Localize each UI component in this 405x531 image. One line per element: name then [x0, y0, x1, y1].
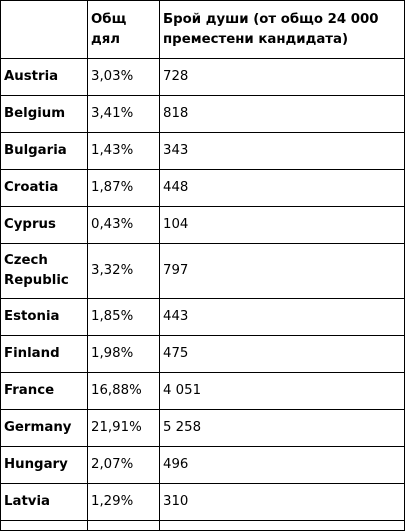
- table-row: Austria 3,03% 728: [0, 58, 405, 96]
- country-cell: Cyprus: [0, 206, 88, 244]
- header-share: Общ дял: [87, 0, 160, 59]
- country-cell: Latvia: [0, 483, 88, 521]
- country-cell: Estonia: [0, 298, 88, 336]
- country-cell: Finland: [0, 335, 88, 373]
- header-count: Брой души (от общо 24 000 преместени кан…: [159, 0, 405, 59]
- table-row: Cyprus 0,43% 104: [0, 206, 405, 244]
- count-cell: 728: [159, 58, 405, 96]
- table-row: France 16,88% 4 051: [0, 372, 405, 410]
- table-row: Hungary 2,07% 496: [0, 446, 405, 484]
- share-cell: 3,03%: [87, 58, 160, 96]
- header-country: [0, 0, 88, 59]
- count-cell: 343: [159, 132, 405, 170]
- table-row: Finland 1,98% 475: [0, 335, 405, 373]
- count-cell: 5 258: [159, 409, 405, 447]
- country-cell: Belgium: [0, 95, 88, 133]
- share-cell: 3,32%: [87, 243, 160, 299]
- share-cell: 1,98%: [87, 335, 160, 373]
- count-cell: 475: [159, 335, 405, 373]
- country-cell: Czech Republic: [0, 243, 88, 299]
- table-row: Estonia 1,85% 443: [0, 298, 405, 336]
- country-cell: Bulgaria: [0, 132, 88, 170]
- share-cell: 1,29%: [87, 483, 160, 521]
- share-cell: 21,91%: [87, 409, 160, 447]
- empty-cell: [159, 520, 405, 531]
- country-cell: France: [0, 372, 88, 410]
- share-cell: 1,87%: [87, 169, 160, 207]
- country-cell: Austria: [0, 58, 88, 96]
- table-row: Czech Republic 3,32% 797: [0, 243, 405, 299]
- table-row: Latvia 1,29% 310: [0, 483, 405, 521]
- count-cell: 4 051: [159, 372, 405, 410]
- count-cell: 443: [159, 298, 405, 336]
- country-cell: Croatia: [0, 169, 88, 207]
- share-cell: 2,07%: [87, 446, 160, 484]
- share-cell: 16,88%: [87, 372, 160, 410]
- empty-cell: [0, 520, 88, 531]
- count-cell: 310: [159, 483, 405, 521]
- country-cell: Germany: [0, 409, 88, 447]
- count-cell: 448: [159, 169, 405, 207]
- share-cell: 0,43%: [87, 206, 160, 244]
- table-row: Bulgaria 1,43% 343: [0, 132, 405, 170]
- empty-cell: [87, 520, 160, 531]
- count-cell: 104: [159, 206, 405, 244]
- count-cell: 818: [159, 95, 405, 133]
- share-cell: 1,43%: [87, 132, 160, 170]
- count-cell: 797: [159, 243, 405, 299]
- table-row: Belgium 3,41% 818: [0, 95, 405, 133]
- count-cell: 496: [159, 446, 405, 484]
- share-cell: 3,41%: [87, 95, 160, 133]
- table-row-cutoff: [0, 520, 405, 531]
- table-row: Germany 21,91% 5 258: [0, 409, 405, 447]
- table-row: Croatia 1,87% 448: [0, 169, 405, 207]
- country-cell: Hungary: [0, 446, 88, 484]
- table-header-row: Общ дял Брой души (от общо 24 000 премес…: [0, 0, 405, 59]
- share-cell: 1,85%: [87, 298, 160, 336]
